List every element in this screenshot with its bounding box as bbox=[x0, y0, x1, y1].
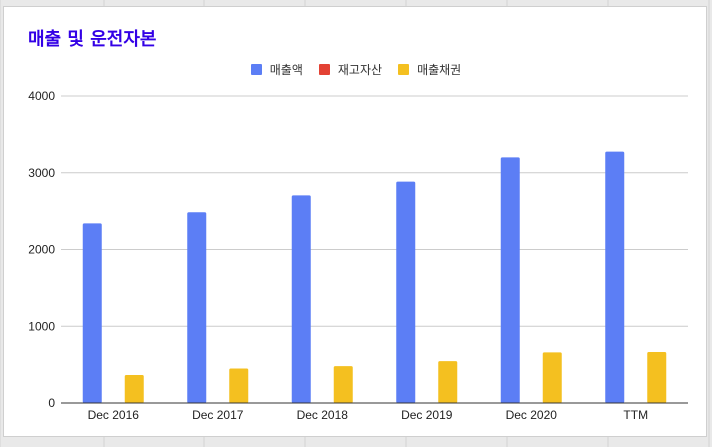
bar-sales[interactable] bbox=[396, 181, 416, 403]
x-tick-label: Dec 2018 bbox=[297, 408, 349, 422]
bar-receivables[interactable] bbox=[229, 368, 249, 403]
x-tick-label: Dec 2017 bbox=[192, 408, 244, 422]
bar-receivables[interactable] bbox=[542, 352, 562, 403]
chart-card[interactable]: 매출 및 운전자본 매출액 재고자산 매출채권 0 1000 2000 3000 400… bbox=[3, 6, 707, 437]
x-tick-label: TTM bbox=[623, 408, 648, 422]
legend-swatch-sales bbox=[250, 64, 262, 75]
y-tick-label: 0 bbox=[48, 396, 55, 410]
y-tick-label: 4000 bbox=[28, 89, 55, 103]
y-tick-label: 2000 bbox=[28, 243, 55, 257]
legend-swatch-receivables bbox=[398, 64, 410, 75]
bar-sales[interactable] bbox=[500, 157, 520, 403]
bar-sales[interactable] bbox=[291, 195, 311, 403]
bar-sales[interactable] bbox=[605, 151, 625, 403]
bar-sales[interactable] bbox=[82, 223, 102, 403]
legend-item-inventory[interactable]: 재고자산 bbox=[318, 61, 383, 78]
bar-receivables[interactable] bbox=[333, 366, 353, 403]
legend-label-sales: 매출액 bbox=[269, 63, 303, 77]
bar-sales[interactable] bbox=[187, 212, 207, 403]
bar-receivables[interactable] bbox=[647, 351, 667, 403]
x-tick-label: Dec 2020 bbox=[506, 408, 558, 422]
bar-receivables[interactable] bbox=[124, 374, 144, 403]
chart-title: 매출 및 운전자본 bbox=[28, 29, 157, 50]
legend-item-receivables[interactable]: 매출채권 bbox=[398, 61, 461, 78]
bar-receivables[interactable] bbox=[438, 361, 458, 403]
legend-label-inventory: 재고자산 bbox=[337, 63, 383, 77]
x-tick-label: Dec 2019 bbox=[401, 408, 453, 422]
y-tick-label: 1000 bbox=[28, 319, 55, 333]
x-tick-label: Dec 2016 bbox=[88, 408, 140, 422]
plot-area: 0 1000 2000 3000 4000 Dec 2016 Dec 2017 Dec 201… bbox=[28, 89, 688, 422]
legend-label-receivables: 매출채권 bbox=[417, 63, 462, 77]
chart-legend: 매출액 재고자산 매출채권 bbox=[4, 61, 708, 78]
legend-item-sales[interactable]: 매출액 bbox=[250, 61, 303, 78]
legend-swatch-inventory bbox=[318, 64, 330, 75]
y-tick-label: 3000 bbox=[28, 166, 55, 180]
